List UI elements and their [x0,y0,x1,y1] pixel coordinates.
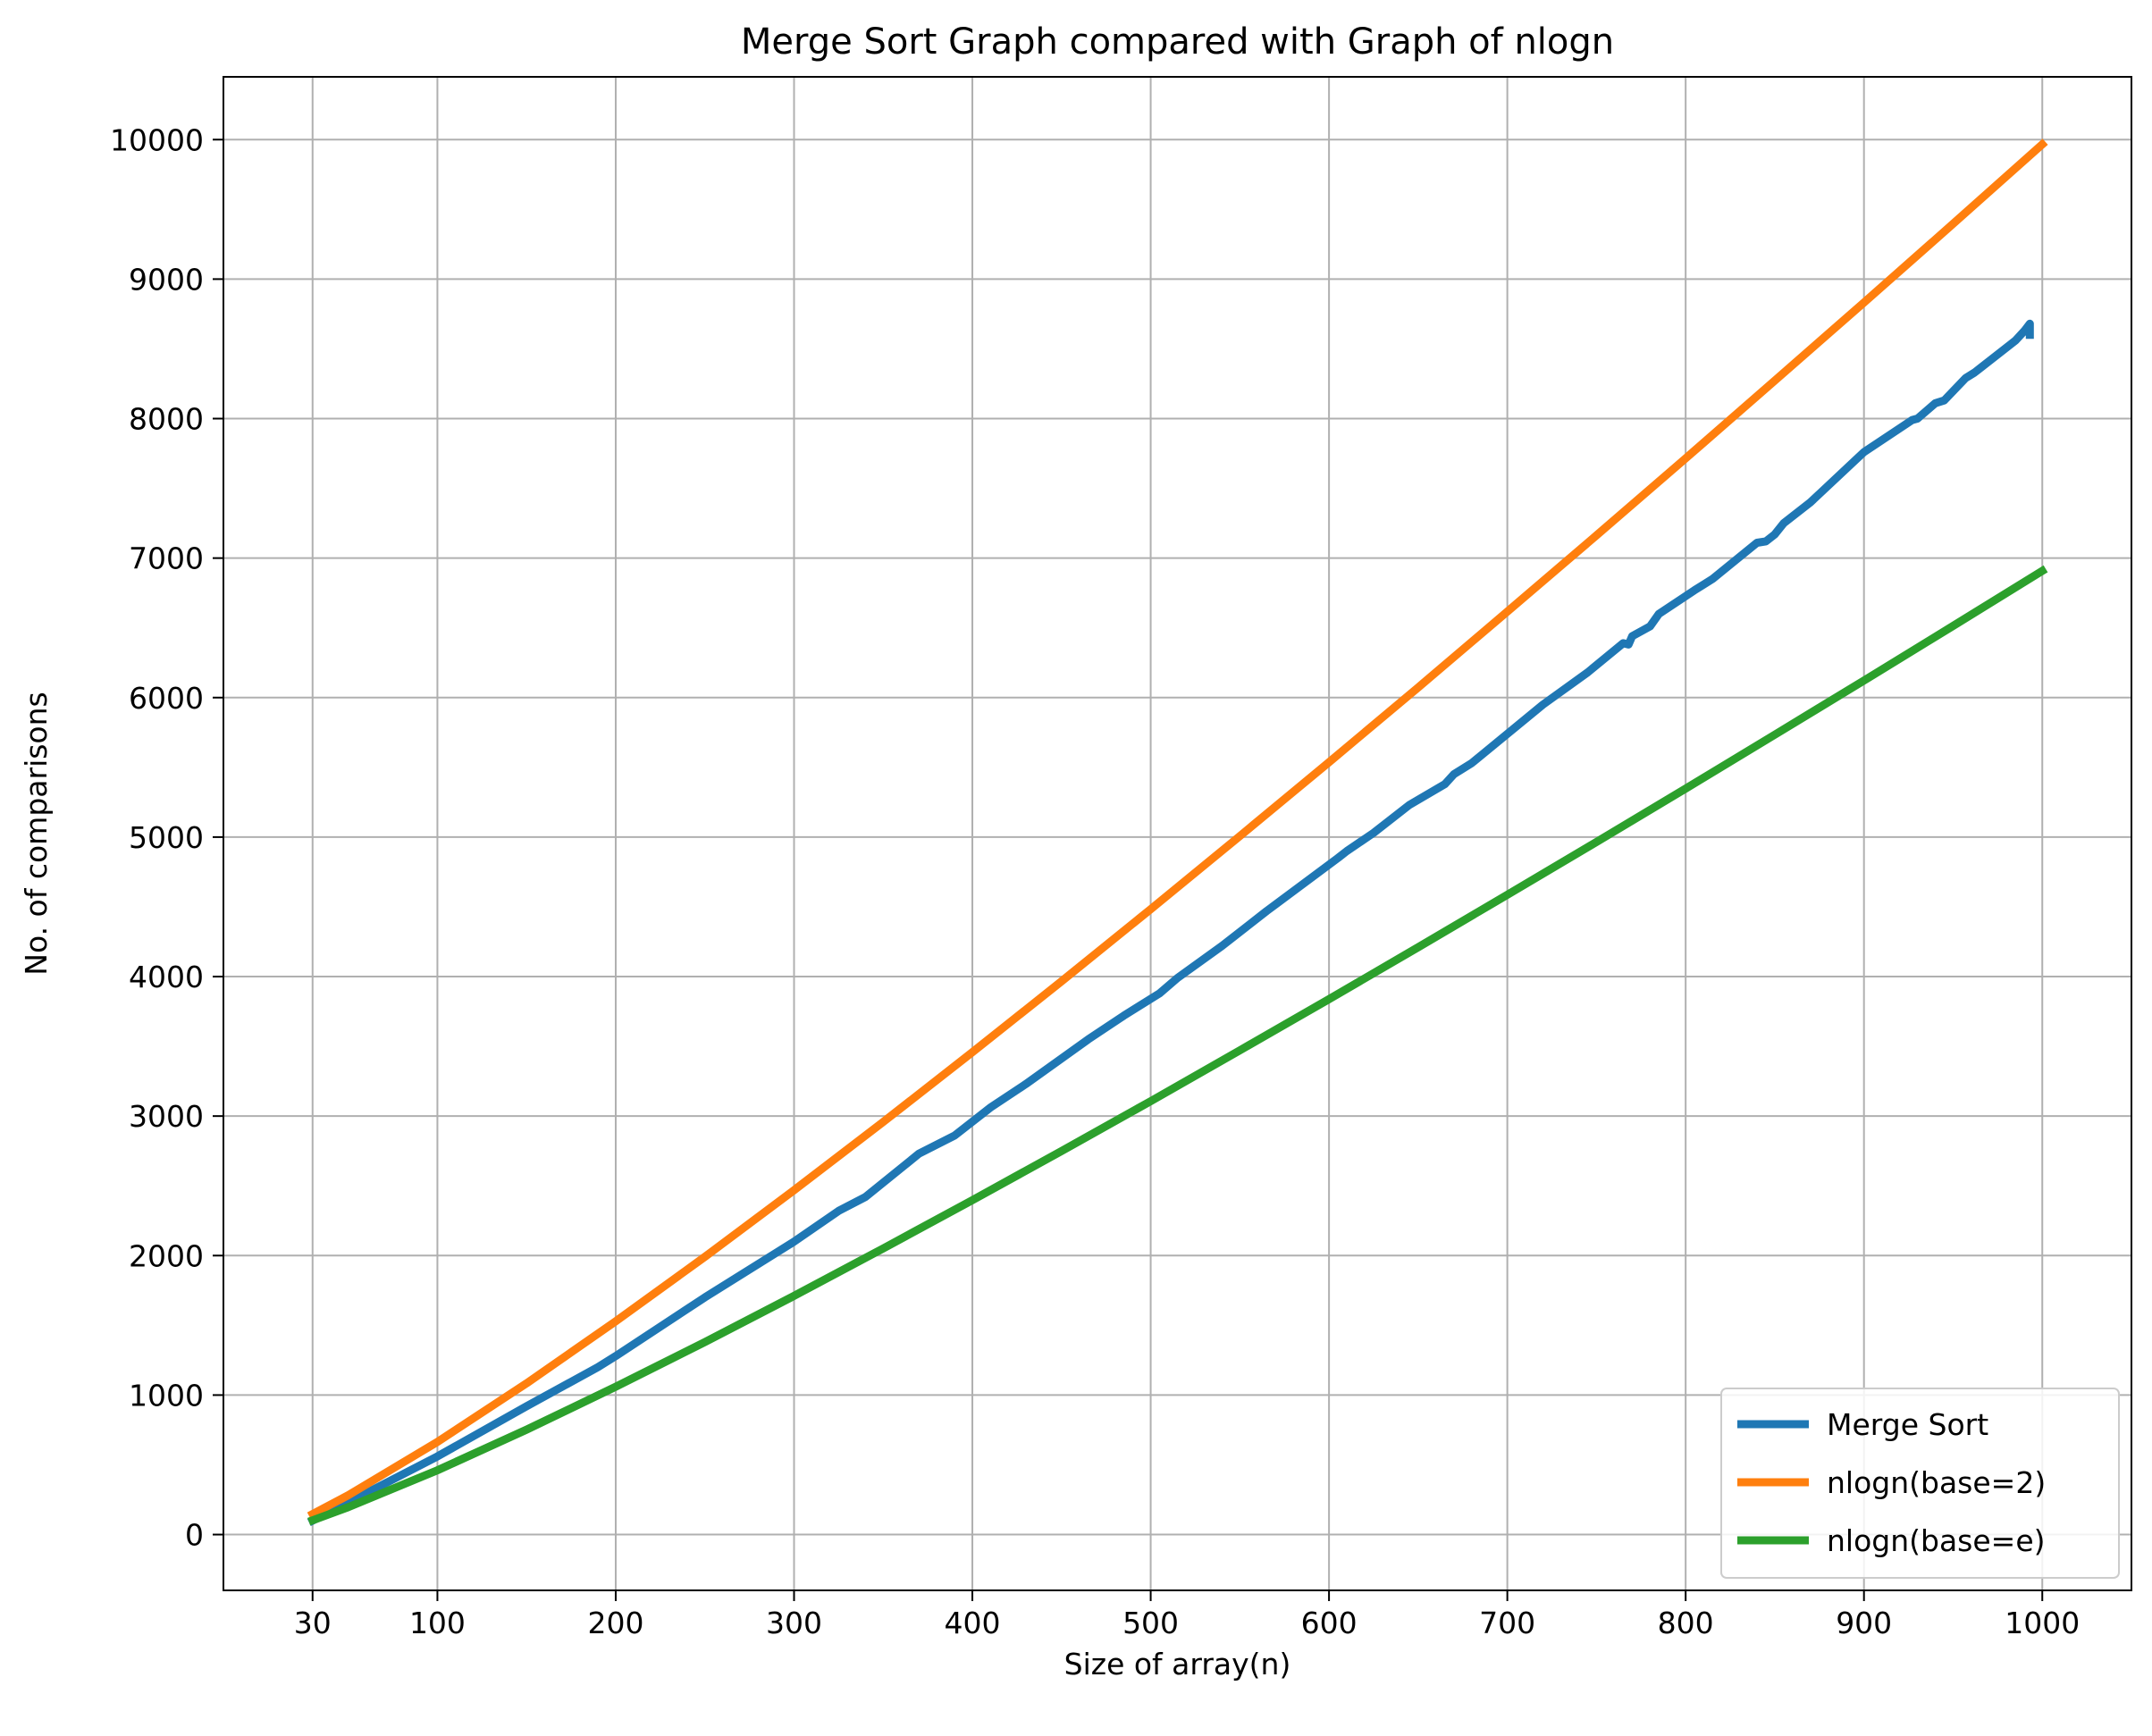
y-axis-label: No. of comparisons [19,692,54,975]
x-tick-label: 900 [1836,1606,1892,1640]
ticks: 30 100 200 300 400 500 600 700 800 900 10000100020… [110,122,2080,1640]
series-line-1 [307,319,2034,1526]
y-tick-label: 2000 [129,1238,204,1273]
y-tick-label: 9000 [129,262,204,297]
y-tick-label: 6000 [129,681,204,716]
x-tick-label: 600 [1301,1606,1358,1640]
x-tick-label: 800 [1658,1606,1714,1640]
legend-label: nlogn(base=e) [1827,1523,2046,1558]
y-tick-label: 4000 [129,960,204,994]
y-tick-label: 7000 [129,541,204,576]
x-tick-label: 1000 [2005,1606,2080,1640]
y-tick-label: 1000 [129,1378,204,1413]
y-tick-label: 0 [185,1518,204,1553]
y-tick-label: 5000 [129,820,204,855]
series-layer [307,138,2048,1526]
chart-title: Merge Sort Graph compared with Graph of … [741,21,1614,63]
legend-label: Merge Sort [1827,1407,1988,1442]
x-tick-label: 100 [409,1606,466,1640]
plot-frame [223,76,2132,1591]
series-line-3 [307,565,2048,1526]
x-axis-label: Size of array(n) [1064,1647,1291,1681]
y-tick-label: 8000 [129,402,204,437]
x-tick-label: 30 [294,1606,332,1640]
x-tick-label: 500 [1122,1606,1179,1640]
series-line-2 [307,138,2048,1520]
y-tick-label: 10000 [110,122,204,157]
x-tick-label: 300 [766,1606,822,1640]
grid [223,77,2131,1590]
x-tick-label: 400 [945,1606,1001,1640]
y-tick-label: 3000 [129,1099,204,1134]
legend-label: nlogn(base=2) [1827,1465,2046,1500]
legend-box [1720,1388,2120,1579]
x-tick-label: 200 [587,1606,643,1640]
x-tick-label: 700 [1479,1606,1535,1640]
legend: Merge Sort nlogn(base=2) nlogn(base=e) [1720,1388,2120,1579]
